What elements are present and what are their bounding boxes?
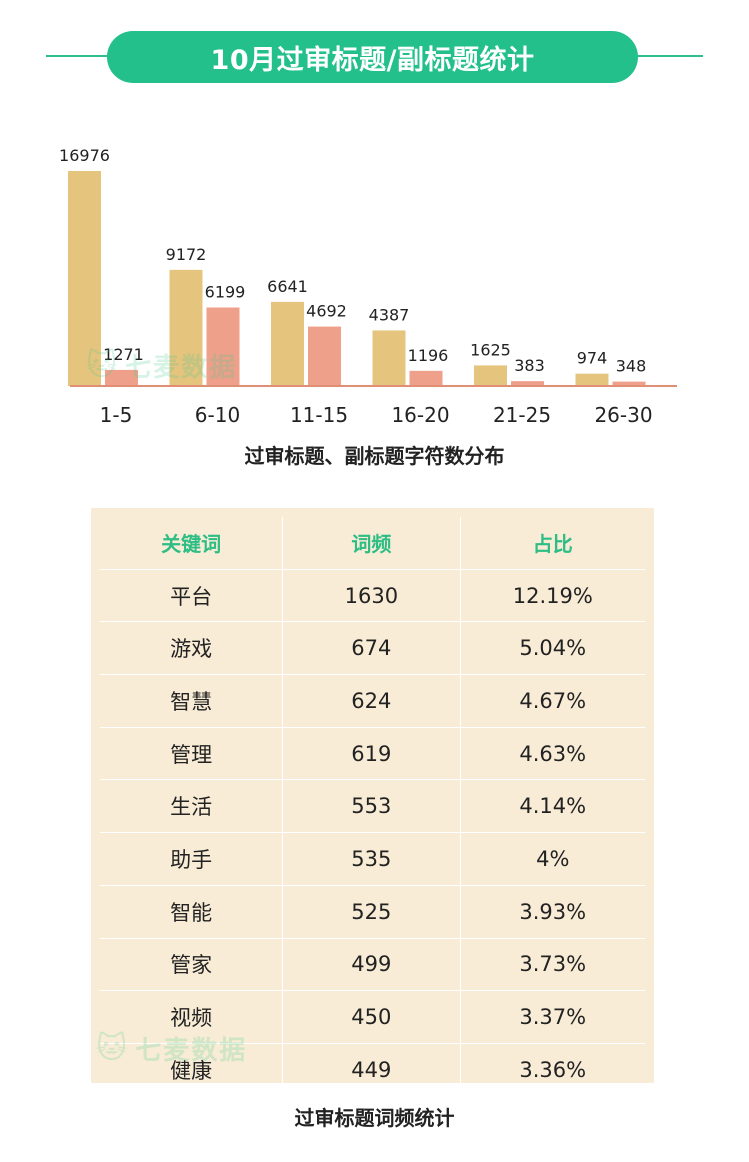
table-row: 视频 450 3.37%: [100, 990, 645, 1044]
frequency-cell: 553: [282, 779, 461, 834]
data-label: 4692: [306, 302, 347, 321]
ratio-cell: 4.14%: [459, 779, 645, 834]
ratio-cell: 12.19%: [459, 569, 645, 623]
data-label: 383: [514, 356, 545, 375]
frequency-cell: 450: [282, 990, 461, 1044]
x-tick-label: 26-30: [594, 403, 652, 427]
keyword-cell: 平台: [100, 569, 283, 623]
keyword-cell: 生活: [100, 779, 283, 834]
table-row: 管家 499 3.73%: [100, 938, 645, 992]
x-tick-label: 6-10: [195, 403, 240, 427]
keyword-cell: 助手: [100, 832, 283, 886]
ratio-cell: 3.37%: [459, 990, 645, 1044]
header-line-right: [632, 55, 703, 57]
keyword-cell: 智慧: [100, 674, 283, 728]
keyword-cell: 视频: [100, 990, 283, 1044]
frequency-cell: 525: [282, 885, 461, 939]
keyword-table: 关键词 词频 占比 平台 1630 12.19% 游戏 674 5.04% 智慧 624 4…: [100, 517, 645, 1096]
bar-series2-1-5: [105, 369, 138, 386]
bar-series1-6-10: [169, 269, 203, 386]
header-line-left: [46, 55, 116, 57]
bar-series2-6-10: [206, 307, 240, 386]
ratio-cell: 4.67%: [459, 674, 645, 728]
bar-series1-26-30: [575, 373, 609, 386]
table-row: 助手 535 4%: [100, 832, 645, 886]
ratio-cell: 4%: [459, 832, 645, 886]
frequency-cell: 624: [282, 674, 461, 728]
keyword-cell: 游戏: [100, 621, 283, 676]
data-label: 6641: [267, 277, 308, 296]
keyword-cell: 智能: [100, 885, 283, 939]
data-label: 16976: [59, 146, 110, 165]
x-tick-label: 21-25: [493, 403, 551, 427]
data-label: 4387: [369, 305, 410, 324]
table-row: 平台 1630 12.19%: [100, 569, 645, 623]
frequency-cell: 619: [282, 727, 461, 781]
ratio-cell: 4.63%: [459, 727, 645, 781]
bar-series1-11-15: [271, 301, 304, 386]
table-header-row: 关键词 词频 占比: [100, 517, 645, 570]
page-title: 10月过审标题/副标题统计: [107, 31, 638, 83]
data-label: 348: [616, 357, 647, 376]
column-header-frequency: 词频: [282, 517, 461, 570]
frequency-cell: 535: [282, 832, 461, 886]
bar-series1-21-25: [474, 365, 507, 386]
keyword-cell: 健康: [170, 1058, 213, 1083]
data-label: 1625: [470, 340, 511, 359]
frequency-cell: 449: [282, 1043, 461, 1096]
bar-series2-26-30: [612, 381, 646, 386]
data-label: 9172: [166, 245, 207, 264]
table-row: 管理 619 4.63%: [100, 727, 645, 781]
keyword-cell: 管家: [100, 938, 283, 992]
table-title: 过审标题词频统计: [294, 1106, 455, 1130]
column-header-ratio: 占比: [459, 517, 645, 570]
x-tick-label: 16-20: [391, 403, 449, 427]
table-row: 生活 553 4.14%: [100, 779, 645, 834]
bar-series2-21-25: [511, 381, 544, 386]
frequency-cell: 1630: [282, 569, 461, 623]
table-row: 健康 449 3.36%: [100, 1043, 645, 1096]
chart-title: 过审标题、副标题字符数分布: [244, 444, 505, 468]
x-tick-label: 11-15: [290, 403, 348, 427]
x-tick-label: 1-5: [100, 403, 133, 427]
bar-series2-11-15: [308, 326, 341, 386]
table-row: 智慧 624 4.67%: [100, 674, 645, 728]
data-label: 1271: [103, 345, 144, 364]
ratio-cell: 3.93%: [459, 885, 645, 939]
frequency-cell: 674: [282, 621, 461, 676]
ratio-cell: 3.73%: [459, 938, 645, 992]
frequency-cell: 499: [282, 938, 461, 992]
data-label: 1196: [408, 346, 449, 365]
keyword-table-panel: 关键词 词频 占比 平台 1630 12.19% 游戏 674 5.04% 智慧 624 4…: [91, 508, 654, 1096]
table-row: 智能 525 3.93%: [100, 885, 645, 939]
table-row: 游戏 674 5.04%: [100, 621, 645, 676]
bar-chart: 16976 1271 1-5 9172 6199 6-10 6641 4692 11-15 438…: [59, 146, 677, 427]
data-label: 974: [577, 349, 608, 368]
ratio-cell: 3.36%: [459, 1043, 645, 1096]
column-header-keyword: 关键词: [100, 517, 283, 570]
bar-series1-1-5: [68, 171, 101, 386]
bar-series2-16-20: [409, 370, 443, 386]
data-label: 6199: [205, 282, 246, 301]
bar-series1-16-20: [372, 330, 406, 386]
ratio-cell: 5.04%: [459, 621, 645, 676]
keyword-cell: 管理: [100, 727, 283, 781]
